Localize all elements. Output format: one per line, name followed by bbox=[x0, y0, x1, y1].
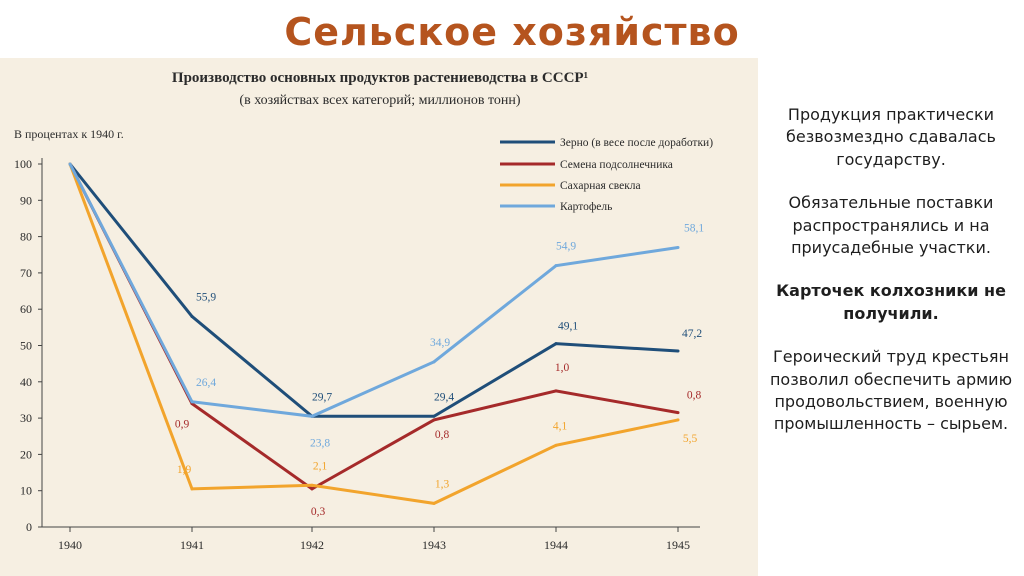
chart-title: Производство основных продуктов растение… bbox=[172, 70, 588, 86]
paragraph-3-bold: Карточек колхозники не получили. bbox=[776, 281, 1006, 323]
y-tick-label: 100 bbox=[14, 157, 32, 171]
data-label: 5,5 bbox=[683, 433, 698, 445]
x-tick-label: 1944 bbox=[544, 538, 568, 552]
data-point bbox=[190, 487, 194, 491]
data-label: 34,9 bbox=[430, 337, 450, 349]
data-label: 26,4 bbox=[196, 377, 216, 389]
data-point bbox=[432, 418, 436, 422]
y-tick-label: 50 bbox=[20, 339, 32, 353]
y-tick-label: 20 bbox=[20, 447, 32, 461]
data-point bbox=[676, 349, 680, 353]
series-line-1 bbox=[68, 163, 679, 418]
data-label: 58,1 bbox=[684, 222, 704, 234]
paragraph-2: Обязательные поставки распространялись и… bbox=[788, 193, 994, 257]
data-label: 1,3 bbox=[435, 478, 450, 490]
y-tick-label: 80 bbox=[20, 230, 32, 244]
data-point bbox=[432, 501, 436, 505]
data-label: 54,9 bbox=[556, 241, 576, 253]
data-label: 55,9 bbox=[196, 291, 216, 303]
data-point bbox=[68, 162, 72, 166]
side-text: Продукция практически безвозмездно сдава… bbox=[758, 104, 1024, 457]
data-point bbox=[676, 245, 680, 249]
y-tick-label: 70 bbox=[20, 266, 32, 280]
y-tick-label: 40 bbox=[20, 375, 32, 389]
data-point bbox=[310, 487, 314, 491]
data-label: 1,0 bbox=[555, 362, 570, 374]
chart-axes: 0 10 20 30 40 50 60 70 80 90 100 1940 1941 1942 1943 19… bbox=[14, 157, 700, 552]
chart-legend: Зерно (в весе после доработки) Семена под… bbox=[500, 137, 713, 213]
chart-series: 55,9 29,7 29,4 49,1 47,2 0,9 0,3 0,8 1,0 0,8 1,9 2,… bbox=[68, 162, 704, 518]
line-chart: Производство основных продуктов растение… bbox=[14, 70, 713, 552]
data-point bbox=[554, 443, 558, 447]
data-point bbox=[190, 400, 194, 404]
y-tick-label: 30 bbox=[20, 411, 32, 425]
data-label: 4,1 bbox=[553, 420, 568, 432]
chart-subtitle: (в хозяйствах всех категорий; миллионов … bbox=[239, 93, 520, 108]
data-label: 0,3 bbox=[311, 506, 326, 518]
data-point bbox=[432, 414, 436, 418]
data-point bbox=[676, 418, 680, 422]
y-tick-label: 90 bbox=[20, 193, 32, 207]
series-line-3 bbox=[68, 163, 679, 505]
data-point bbox=[432, 360, 436, 364]
data-label: 23,8 bbox=[310, 437, 330, 449]
chart-panel: Производство основных продуктов растение… bbox=[0, 58, 758, 576]
data-label: 2,1 bbox=[313, 460, 328, 472]
data-point bbox=[310, 414, 314, 418]
data-point bbox=[676, 411, 680, 415]
paragraph-1: Продукция практически безвозмездно сдава… bbox=[786, 105, 996, 169]
series-line-4 bbox=[68, 163, 679, 418]
data-point bbox=[554, 264, 558, 268]
legend-label: Сахарная свекла bbox=[560, 180, 641, 192]
data-point bbox=[310, 483, 314, 487]
y-tick-label: 10 bbox=[20, 484, 32, 498]
data-label: 29,4 bbox=[434, 391, 454, 403]
x-tick-label: 1943 bbox=[422, 538, 446, 552]
x-tick-label: 1940 bbox=[58, 538, 82, 552]
legend-label: Семена подсолнечника bbox=[560, 159, 673, 171]
slide-title: Сельское хозяйство bbox=[284, 10, 740, 54]
x-tick-label: 1942 bbox=[300, 538, 324, 552]
paragraph-4: Героический труд крестьян позволил обесп… bbox=[769, 347, 1013, 434]
data-label: 1,9 bbox=[177, 464, 192, 476]
y-axis-label: В процентах к 1940 г. bbox=[14, 127, 124, 141]
data-label: 47,2 bbox=[682, 328, 702, 340]
data-point bbox=[190, 314, 194, 318]
data-point bbox=[554, 342, 558, 346]
x-tick-label: 1941 bbox=[180, 538, 204, 552]
legend-label: Зерно (в весе после доработки) bbox=[560, 137, 713, 149]
x-tick-label: 1945 bbox=[666, 538, 690, 552]
data-point bbox=[554, 389, 558, 393]
data-label: 0,8 bbox=[687, 390, 702, 402]
y-tick-label: 60 bbox=[20, 302, 32, 316]
y-tick-label: 0 bbox=[26, 520, 32, 534]
data-label: 0,8 bbox=[435, 429, 450, 441]
legend-label: Картофель bbox=[560, 201, 612, 213]
data-label: 0,9 bbox=[175, 419, 190, 431]
data-label: 49,1 bbox=[558, 321, 578, 333]
data-label: 29,7 bbox=[312, 391, 332, 403]
